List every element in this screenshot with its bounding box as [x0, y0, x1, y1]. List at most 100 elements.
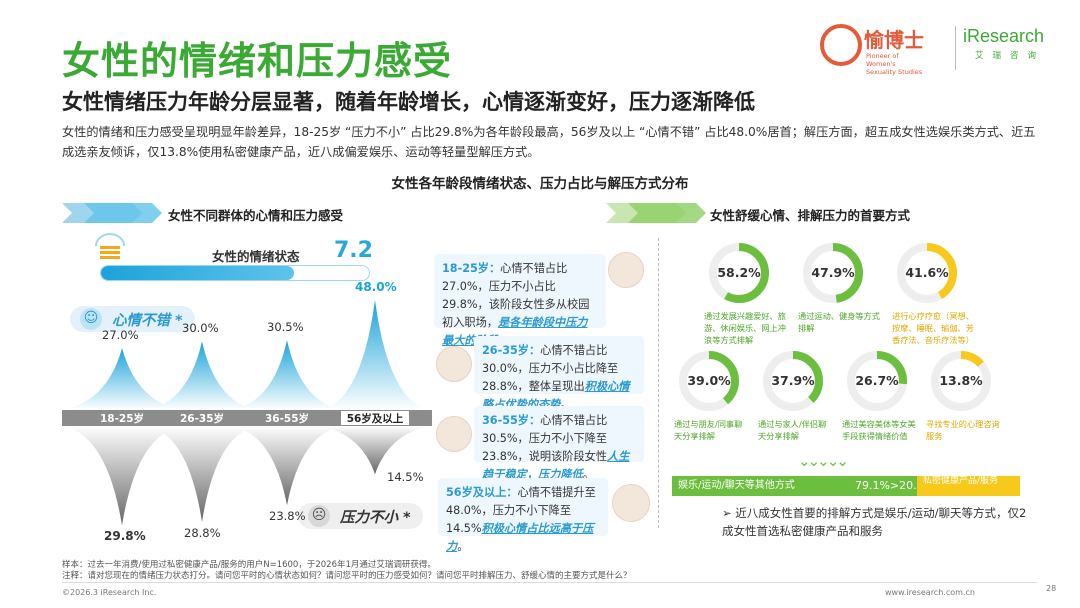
card-end: 。	[457, 540, 469, 553]
donut-chart: 13.8%	[928, 348, 994, 414]
card-age: 18-25岁：	[442, 262, 501, 275]
category-label: 36-55岁	[265, 412, 309, 425]
donut-description: 通过运动、健身等方式排解	[798, 311, 880, 333]
card-text: 心情不错占比30.5%，压力不小下降至23.8%，说明该阶段女性	[482, 414, 608, 463]
mood-good-label: 心情不错 *	[112, 312, 183, 329]
pressure-value-label: 14.5%	[387, 470, 424, 485]
mood-good-tag: ☺ 心情不错 *	[70, 306, 195, 332]
emotion-progress-bar	[100, 265, 370, 281]
donut-chart: 37.9%	[760, 348, 826, 414]
footnote-note: 注释：请对您现在的情绪压力状态打分。请问您平时的心情状态如何？请问您平时的压力感…	[62, 571, 632, 581]
avatar-56-plus	[612, 484, 650, 522]
summary-left-segment: 娱乐/运动/聊天等其他方式	[672, 476, 917, 496]
donut-chart: 47.9%	[800, 240, 866, 306]
donut-chart: 39.0%	[676, 348, 742, 414]
donut-arc	[679, 351, 739, 411]
card-age: 26-35岁：	[482, 344, 541, 357]
donut-arc	[931, 351, 991, 411]
pressure-value-label: 28.8%	[184, 526, 221, 540]
mood-value-label: 30.5%	[267, 320, 304, 335]
card-18-25: 18-25岁：心情不错占比27.0%，压力不小占比29.8%，该阶段女性多从校园…	[434, 254, 606, 347]
mood-value-label: 30.0%	[182, 321, 219, 336]
card-highlight: 积极心情占比远高于压力	[446, 522, 594, 553]
card-age: 56岁及以上：	[446, 486, 518, 499]
chevron-down-icon: ⌄⌄⌄⌄⌄	[798, 452, 849, 470]
pressure-value-label: 23.8%	[269, 509, 306, 524]
pressure-valley-1	[147, 426, 257, 522]
mood-peak-0	[62, 348, 182, 410]
chart-baseline	[62, 410, 432, 426]
panel-divider	[658, 238, 659, 528]
page-subtitle: 女性情绪压力年龄分层显著，随着年龄增长，心情逐渐变好，压力逐渐降低	[62, 90, 755, 114]
card-56-plus: 56岁及以上：心情不错提升至48.0%，压力不小下降至14.5%积极心情占比远高…	[438, 478, 608, 553]
category-bg	[341, 411, 409, 425]
emotion-progress-fill	[101, 266, 294, 280]
donut-arc	[847, 351, 907, 411]
category-label: 18-25岁	[100, 412, 144, 425]
card-26-35: 26-35岁：心情不错占比30.0%，压力不小占比降至28.8%，整体呈现出积极…	[474, 336, 644, 411]
donut-value: 13.8%	[939, 373, 983, 388]
summary-right-segment: 私密健康产品/服务	[917, 476, 1020, 496]
left-panel-heading: 女性不同群体的心情和压力感受	[168, 208, 344, 223]
donut-ring	[847, 351, 907, 411]
yuboshi-logo-name: 愉博士	[864, 28, 924, 52]
donut-arc	[709, 243, 769, 303]
category-label: 56岁及以上	[347, 412, 404, 425]
donut-value: 41.6%	[905, 265, 949, 280]
footnote-sample: 样本：过去一年消费/使用过私密健康产品/服务的用户N=1600，于2026年1月…	[62, 560, 436, 570]
avatar-26-35	[436, 346, 472, 382]
donut-chart: 41.6%	[894, 240, 960, 306]
donut-ring	[803, 243, 863, 303]
iresearch-logo: iResearch 艾瑞咨询	[963, 26, 1063, 70]
donut-value: 26.7%	[855, 373, 899, 388]
section-title: 女性各年龄段情绪状态、压力占比与解压方式分布	[391, 176, 689, 192]
donut-description: 寻找专业的心理咨询服务	[926, 419, 1000, 441]
smile-icon: ☺	[80, 308, 102, 330]
avatar-36-55	[436, 416, 472, 452]
yuboshi-logo-mark	[820, 24, 862, 66]
footer-divider	[62, 582, 1037, 583]
donut-value: 47.9%	[811, 265, 855, 280]
right-heading-arrow-icon	[606, 203, 706, 223]
mood-value-label: 27.0%	[102, 328, 139, 343]
pressure-valley-2	[232, 426, 342, 506]
pressure-valley-0	[62, 426, 182, 526]
card-text: 心情不错占比30.0%，压力不小占比降至28.8%，整体呈现出	[482, 344, 619, 393]
mood-value-label: 48.0%	[355, 280, 397, 294]
footer-url: www.iresearch.com.cn	[885, 588, 975, 597]
yuboshi-logo-slogan: Pioneer of Women's Sexuality Studies	[866, 52, 923, 76]
emotion-label: 女性的情绪状态	[212, 249, 300, 264]
donut-value: 58.2%	[717, 265, 761, 280]
avatar-18-25	[608, 252, 644, 288]
pressure-label: 压力不小 *	[340, 509, 411, 526]
card-end: 。	[560, 398, 572, 411]
mood-pressure-chart: 18-25岁 26-35岁 36-55岁 56岁及以上	[62, 300, 432, 526]
pressure-tag: ☹ 压力不小 *	[298, 503, 423, 529]
card-text: 心情不错提升至48.0%，压力不小下降至14.5%	[446, 486, 596, 535]
category-label: 26-35岁	[180, 412, 224, 425]
conclusion-text: ➢ 近八成女性首要的排解方式是娱乐/运动/聊天等方式，仅2成女性首选私密健康产品…	[722, 506, 1027, 538]
donut-arc	[803, 243, 863, 303]
summary-percent: 79.1%>20.9%	[855, 479, 935, 492]
donut-arc	[763, 351, 823, 411]
iresearch-logo-name: iResearch	[963, 26, 1045, 46]
donut-description: 通过美容美体等女美手段获得情绪价值	[842, 419, 916, 441]
left-heading-arrow-icon	[62, 203, 162, 223]
emotion-value: 7.2	[334, 238, 373, 263]
donut-arc	[897, 243, 957, 303]
mood-peak-1	[147, 341, 257, 410]
donut-ring	[897, 243, 957, 303]
donut-chart: 26.7%	[844, 348, 910, 414]
card-end: 。	[582, 468, 594, 481]
card-36-55: 36-55岁：心情不错占比30.5%，压力不小下降至23.8%，说明该阶段女性人…	[474, 406, 644, 481]
donut-ring	[679, 351, 739, 411]
donut-ring	[709, 243, 769, 303]
page-title: 女性的情绪和压力感受	[62, 39, 453, 83]
donut-description: 通过与朋友/同事聊天分享排解	[674, 419, 743, 441]
card-highlight: 人生趋于稳定，压力降低	[482, 450, 630, 481]
mood-peak-3	[320, 300, 430, 410]
pressure-valley-3	[320, 426, 430, 475]
stack-icon	[95, 233, 125, 259]
donut-value: 39.0%	[687, 373, 731, 388]
logo-divider	[955, 26, 956, 70]
